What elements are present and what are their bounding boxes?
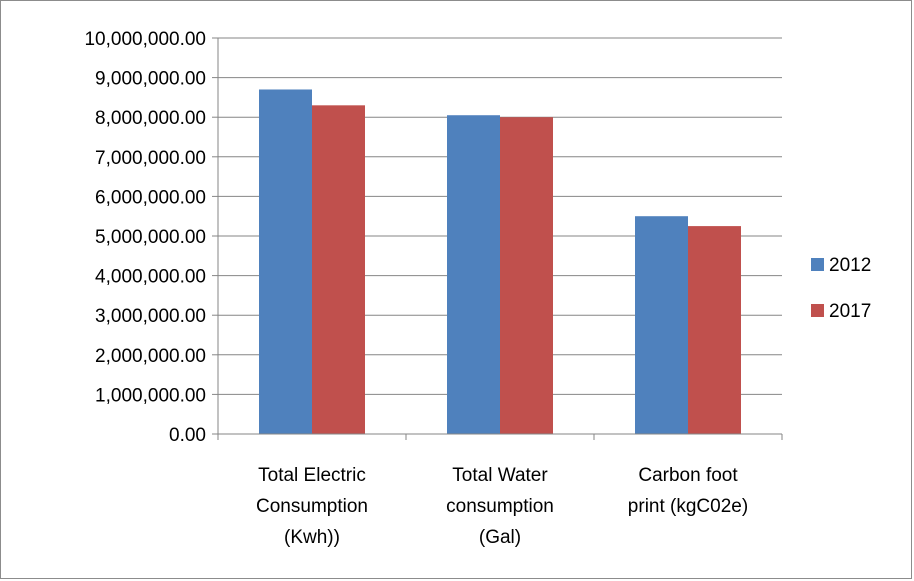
- legend-swatch: [811, 258, 824, 271]
- y-tick-label: 4,000,000.00: [95, 267, 206, 288]
- bar-2017: [500, 117, 553, 434]
- y-tick-label: 2,000,000.00: [95, 346, 206, 367]
- legend-item-2017: 2017: [811, 301, 871, 322]
- legend-label: 2012: [829, 255, 871, 276]
- y-tick-label: 0.00: [169, 425, 206, 446]
- legend: 2012 2017: [811, 255, 871, 322]
- bar-2017: [312, 105, 365, 434]
- category-labels: Total Electric Consumption (Kwh)) Total Wat…: [256, 465, 748, 548]
- bar-2017: [688, 226, 741, 434]
- y-tick-labels: 0.00 1,000,000.00 2,000,000.00 3,000,000.00…: [84, 29, 206, 446]
- legend-label: 2017: [829, 301, 871, 322]
- legend-item-2012: 2012: [811, 255, 871, 276]
- y-tick-label: 7,000,000.00: [95, 148, 206, 169]
- bar-2012: [259, 89, 312, 434]
- category-label: Carbon foot print (kgC02e): [628, 465, 748, 517]
- y-tick-label: 1,000,000.00: [95, 385, 206, 406]
- bars: [259, 89, 741, 434]
- y-tick-label: 8,000,000.00: [95, 108, 206, 129]
- y-tick-label: 10,000,000.00: [84, 29, 206, 50]
- axes: [212, 37, 783, 440]
- bar-2012: [635, 216, 688, 434]
- category-label: Total Water consumption (Gal): [446, 465, 554, 548]
- y-tick-label: 9,000,000.00: [95, 69, 206, 90]
- bar-2012: [447, 115, 500, 434]
- category-label: Total Electric Consumption (Kwh)): [256, 465, 368, 548]
- y-tick-label: 3,000,000.00: [95, 306, 206, 327]
- y-tick-label: 5,000,000.00: [95, 227, 206, 248]
- legend-swatch: [811, 304, 824, 317]
- y-tick-label: 6,000,000.00: [95, 187, 206, 208]
